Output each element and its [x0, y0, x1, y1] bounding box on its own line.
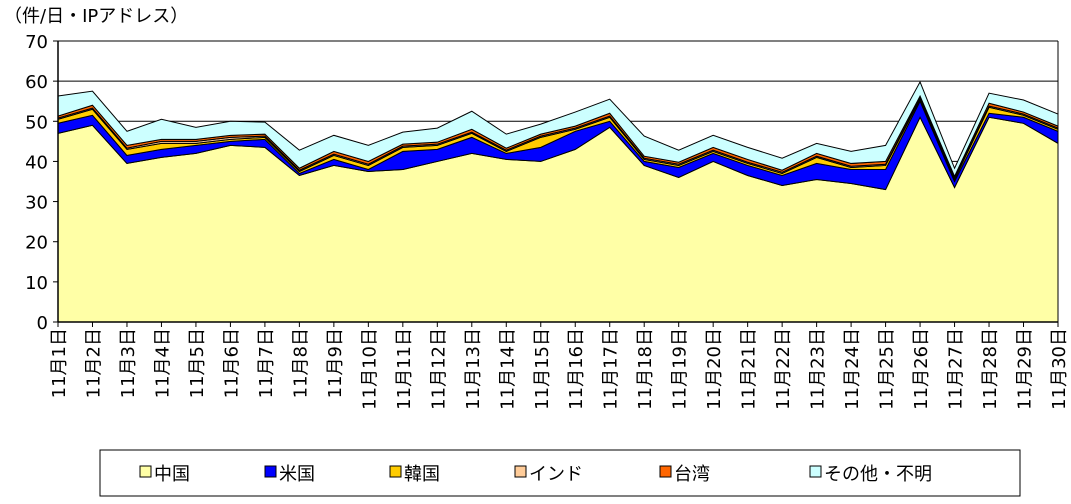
legend-label: その他・不明 — [824, 464, 932, 485]
x-tick-label: 11月2日 — [83, 328, 104, 398]
legend-swatch — [264, 465, 277, 478]
x-tick-label: 11月23日 — [808, 328, 829, 410]
y-tick-label: 70 — [25, 32, 48, 53]
x-tick-label: 11月14日 — [497, 328, 518, 410]
x-tick-label: 11月5日 — [187, 328, 208, 398]
x-tick-label: 11月17日 — [601, 328, 622, 410]
x-tick-label: 11月24日 — [842, 328, 863, 410]
legend-label: 台湾 — [674, 464, 710, 485]
x-tick-label: 11月30日 — [1049, 328, 1070, 410]
x-tick-label: 11月19日 — [670, 328, 691, 410]
y-tick-label: 40 — [25, 152, 48, 173]
legend-label: 中国 — [154, 464, 190, 485]
x-tick-label: 11月9日 — [325, 328, 346, 398]
x-tick-label: 11月8日 — [290, 328, 311, 398]
y-tick-label: 60 — [25, 72, 48, 93]
legend-box — [99, 449, 1021, 497]
x-tick-label: 11月1日 — [49, 328, 70, 398]
y-tick-label: 30 — [25, 193, 48, 214]
y-tick-label: 50 — [25, 112, 48, 133]
x-tick-label: 11月20日 — [704, 328, 725, 410]
y-axis-label: （件/日・IPアドレス） — [4, 6, 188, 27]
x-tick-label: 11月27日 — [946, 328, 967, 410]
legend-swatch — [139, 465, 152, 478]
y-tick-label: 0 — [37, 313, 48, 334]
x-tick-label: 11月22日 — [773, 328, 794, 410]
x-tick-label: 11月11日 — [394, 328, 415, 410]
legend-swatch — [809, 465, 822, 478]
x-tick-label: 11月10日 — [359, 328, 380, 410]
y-tick-label: 10 — [25, 273, 48, 294]
legend-swatch — [659, 465, 672, 478]
legend-swatch — [389, 465, 402, 478]
x-tick-label: 11月28日 — [980, 328, 1001, 410]
x-tick-label: 11月6日 — [221, 328, 242, 398]
y-tick-label: 20 — [25, 233, 48, 254]
legend-label: インド — [529, 464, 583, 485]
x-tick-label: 11月16日 — [566, 328, 587, 410]
x-tick-label: 11月3日 — [118, 328, 139, 398]
x-tick-label: 11月21日 — [739, 328, 760, 410]
legend-swatch — [514, 465, 527, 478]
x-tick-label: 11月4日 — [152, 328, 173, 398]
x-tick-label: 11月25日 — [877, 328, 898, 410]
x-tick-label: 11月13日 — [463, 328, 484, 410]
x-tick-label: 11月15日 — [532, 328, 553, 410]
x-tick-label: 11月29日 — [1015, 328, 1036, 410]
x-tick-label: 11月7日 — [256, 328, 277, 398]
x-tick-label: 11月12日 — [428, 328, 449, 410]
legend-label: 米国 — [279, 464, 315, 485]
x-tick-label: 11月26日 — [911, 328, 932, 410]
x-tick-label: 11月18日 — [635, 328, 656, 410]
legend-label: 韓国 — [404, 464, 440, 485]
